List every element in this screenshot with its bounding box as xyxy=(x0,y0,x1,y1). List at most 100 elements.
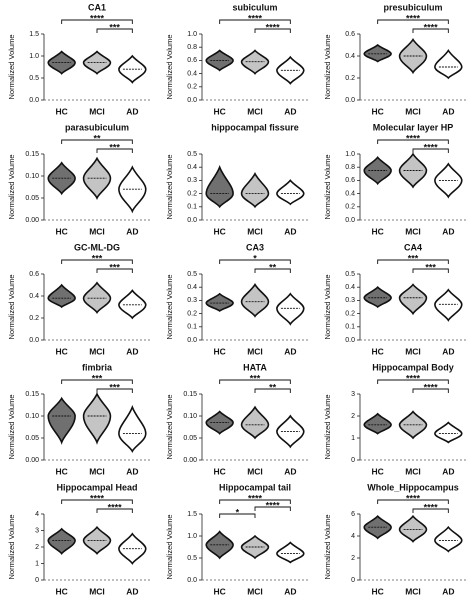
x-tick-label: MCI xyxy=(247,466,263,476)
significance-label: *** xyxy=(109,262,120,272)
x-tick-label: AD xyxy=(126,226,138,236)
violin xyxy=(240,405,270,440)
significance-bracket xyxy=(412,508,449,513)
y-tick-label: 0.4 xyxy=(345,190,355,197)
significance-label: * xyxy=(236,507,240,517)
violin xyxy=(363,43,392,63)
significance-bracket xyxy=(254,506,291,511)
panel: GC-ML-DG Normalized Volume 0.0 0.2 0.4 0.6 HC M… xyxy=(7,242,150,356)
y-tick-label: 0.6 xyxy=(345,177,355,184)
significance-bracket xyxy=(219,499,291,504)
violin xyxy=(47,527,76,556)
x-tick-label: AD xyxy=(284,586,296,596)
significance-bracket xyxy=(377,259,449,264)
y-tick-label: 0.10 xyxy=(25,173,39,180)
significance-label: **** xyxy=(424,22,439,32)
y-axis-label: Normalized Volume xyxy=(323,514,332,579)
violin xyxy=(118,404,147,453)
significance-label: *** xyxy=(408,253,419,263)
violin xyxy=(276,179,305,206)
y-tick-label: 0.0 xyxy=(187,337,197,344)
significance-bracket xyxy=(96,148,133,153)
y-tick-label: 0.4 xyxy=(187,70,197,77)
y-tick-label: 0.2 xyxy=(187,84,197,91)
y-tick-label: 0.1 xyxy=(345,324,355,331)
violin xyxy=(47,283,76,309)
significance-bracket xyxy=(412,268,449,273)
significance-bracket xyxy=(61,19,133,24)
significance-label: *** xyxy=(250,373,261,383)
violin xyxy=(240,282,270,318)
x-tick-label: AD xyxy=(284,106,296,116)
x-tick-label: HC xyxy=(56,586,68,596)
significance-bracket xyxy=(61,379,133,384)
significance-bracket xyxy=(412,148,449,153)
y-tick-label: 0.1 xyxy=(187,204,197,211)
panel: Molecular layer HP Normalized Volume 0.0 0.… xyxy=(323,122,466,236)
x-tick-label: MCI xyxy=(89,466,105,476)
significance-bracket xyxy=(61,499,133,504)
y-axis-label: Normalized Volume xyxy=(165,34,174,99)
x-tick-label: HC xyxy=(56,466,68,476)
significance-label: ** xyxy=(269,382,277,392)
y-tick-label: 0.2 xyxy=(187,190,197,197)
panel-title: Molecular layer HP xyxy=(373,122,454,132)
significance-bracket xyxy=(61,259,133,264)
violin xyxy=(205,164,234,209)
significance-label: **** xyxy=(90,493,105,503)
significance-bracket xyxy=(96,508,133,513)
y-tick-label: 0.15 xyxy=(25,391,39,398)
y-tick-label: 0.15 xyxy=(183,391,197,398)
y-axis-label: Normalized Volume xyxy=(7,274,16,339)
y-tick-label: 0.05 xyxy=(183,435,197,442)
significance-label: **** xyxy=(248,493,263,503)
x-tick-label: AD xyxy=(126,106,138,116)
y-axis-label: Normalized Volume xyxy=(165,154,174,219)
y-tick-label: 0.10 xyxy=(25,413,39,420)
significance-bracket xyxy=(219,513,256,518)
y-axis-label: Normalized Volume xyxy=(7,514,16,579)
panel-title: CA4 xyxy=(404,242,422,252)
y-tick-label: 0.8 xyxy=(187,44,197,51)
significance-bracket xyxy=(219,379,291,384)
y-tick-label: 0.2 xyxy=(345,310,355,317)
x-tick-label: HC xyxy=(372,226,384,236)
significance-label: **** xyxy=(424,502,439,512)
panel: Hippocampal Body Normalized Volume 0 1 2 3 HC M… xyxy=(323,362,466,476)
panel-title: CA3 xyxy=(246,242,264,252)
y-tick-label: 2 xyxy=(35,544,39,551)
y-tick-label: 0.0 xyxy=(29,337,39,344)
x-tick-label: MCI xyxy=(247,106,263,116)
y-tick-label: 0.0 xyxy=(345,337,355,344)
violin xyxy=(398,514,428,543)
y-tick-label: 0 xyxy=(35,577,39,584)
significance-label: **** xyxy=(406,493,421,503)
x-tick-label: HC xyxy=(56,226,68,236)
significance-bracket xyxy=(219,19,291,24)
x-tick-label: MCI xyxy=(89,226,105,236)
significance-label: ** xyxy=(93,133,101,143)
significance-label: **** xyxy=(424,142,439,152)
x-tick-label: MCI xyxy=(405,106,421,116)
significance-label: **** xyxy=(406,13,421,23)
x-tick-label: AD xyxy=(284,346,296,356)
x-tick-label: HC xyxy=(214,226,226,236)
panel-title: GC-ML-DG xyxy=(74,242,120,252)
panel-title: Hippocampal Body xyxy=(372,362,454,372)
x-tick-label: HC xyxy=(372,106,384,116)
significance-bracket xyxy=(254,268,291,273)
y-tick-label: 0.2 xyxy=(345,204,355,211)
y-tick-label: 0.3 xyxy=(345,297,355,304)
y-axis-label: Normalized Volume xyxy=(323,154,332,219)
x-tick-label: MCI xyxy=(89,586,105,596)
x-tick-label: HC xyxy=(214,106,226,116)
y-tick-label: 0.5 xyxy=(187,151,197,158)
violin xyxy=(276,541,305,564)
y-tick-label: 0.1 xyxy=(187,324,197,331)
y-tick-label: 0.0 xyxy=(187,217,197,224)
x-tick-label: MCI xyxy=(89,106,105,116)
significance-label: **** xyxy=(406,133,421,143)
y-tick-label: 0.0 xyxy=(29,97,39,104)
significance-bracket xyxy=(254,388,291,393)
